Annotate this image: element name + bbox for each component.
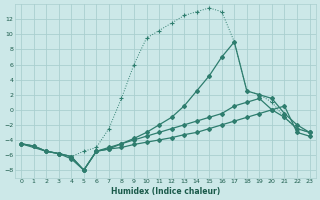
X-axis label: Humidex (Indice chaleur): Humidex (Indice chaleur) [111, 187, 220, 196]
